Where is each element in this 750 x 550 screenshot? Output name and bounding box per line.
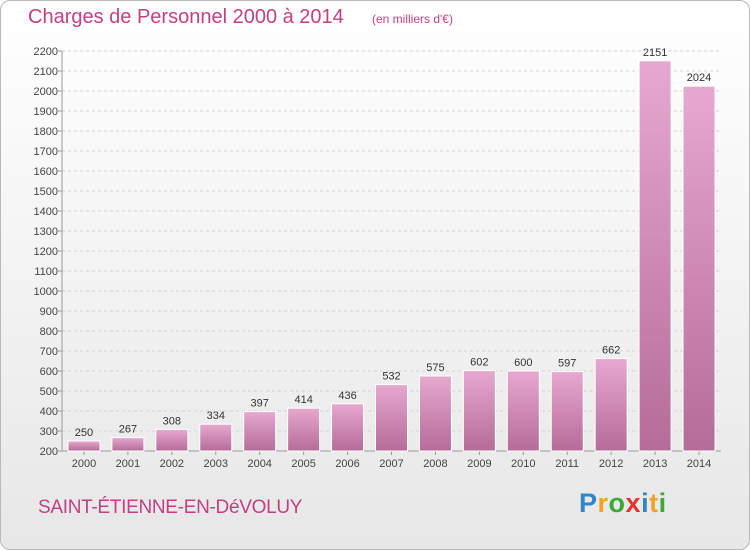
x-tick-label-2003: 2003 <box>204 458 228 470</box>
y-tick-label: 1000 <box>34 286 58 298</box>
x-tick-label-2007: 2007 <box>379 458 403 470</box>
commune-name: SAINT-ÉTIENNE-EN-DéVOLUY <box>38 497 303 518</box>
logo-letter: i <box>641 488 650 518</box>
x-tick-label-2010: 2010 <box>511 458 535 470</box>
x-tick-label-2014: 2014 <box>687 458 711 470</box>
logo-letter: r <box>597 488 609 518</box>
y-tick-label: 1300 <box>34 226 58 238</box>
x-tick-label-2002: 2002 <box>160 458 184 470</box>
x-tick-label-2013: 2013 <box>643 458 667 470</box>
data-label-2008: 575 <box>426 362 444 374</box>
data-label-2005: 414 <box>294 394 312 406</box>
x-tick-label-2004: 2004 <box>247 458 271 470</box>
y-tick-label: 800 <box>40 326 58 338</box>
data-label-2013: 2151 <box>643 47 667 59</box>
data-label-2000: 250 <box>75 427 93 439</box>
logo-letter: o <box>608 488 626 518</box>
bar-2009 <box>462 370 496 452</box>
y-tick-label: 2000 <box>34 86 58 98</box>
y-tick-label: 700 <box>40 346 58 358</box>
data-label-2014: 2024 <box>687 72 711 84</box>
bar-2011 <box>550 371 584 452</box>
data-label-2003: 334 <box>207 410 225 422</box>
data-label-2001: 267 <box>119 424 137 436</box>
x-tick-label-2000: 2000 <box>72 458 96 470</box>
bar-2006 <box>331 403 365 452</box>
gridlines <box>62 50 721 452</box>
bar-2001 <box>111 437 145 452</box>
x-tick-label-2008: 2008 <box>423 458 447 470</box>
y-tick-label: 200 <box>40 446 58 458</box>
data-label-2012: 662 <box>602 345 620 357</box>
data-label-2006: 436 <box>338 390 356 402</box>
bars <box>67 60 716 452</box>
y-tick-label: 500 <box>40 386 58 398</box>
data-label-2004: 397 <box>251 398 269 410</box>
data-label-2002: 308 <box>163 415 181 427</box>
logo-letter: P <box>579 488 598 518</box>
x-tick-label-2011: 2011 <box>555 458 579 470</box>
y-tick-label: 1400 <box>34 206 58 218</box>
y-tick-label: 1100 <box>34 266 58 278</box>
logo-letter: i <box>658 488 667 518</box>
bar-2000 <box>67 440 101 452</box>
x-tick-label-2012: 2012 <box>599 458 623 470</box>
x-tick-label-2009: 2009 <box>467 458 491 470</box>
bar-2012 <box>594 358 628 452</box>
y-tick-label: 600 <box>40 366 58 378</box>
y-tick-label: 1200 <box>34 246 58 258</box>
bar-2007 <box>375 384 408 452</box>
bar-2013 <box>638 60 672 452</box>
labels: 200 300 400 500 600 700 800 900 1000 1100 1200 1300… <box>34 46 712 470</box>
x-tick-label-2006: 2006 <box>335 458 359 470</box>
bar-2002 <box>155 428 189 452</box>
bar-2010 <box>506 370 540 452</box>
x-tick-label-2001: 2001 <box>116 458 140 470</box>
bar-2004 <box>243 411 277 452</box>
y-tick-label: 1700 <box>34 146 58 158</box>
bar-2008 <box>418 375 452 452</box>
y-tick-label: 900 <box>40 306 58 318</box>
bar-2003 <box>199 423 233 452</box>
data-label-2009: 602 <box>470 357 488 369</box>
y-tick-label: 2100 <box>34 66 58 78</box>
data-label-2007: 532 <box>382 371 400 383</box>
y-tick-label: 400 <box>40 406 58 418</box>
proxiti-logo[interactable]: Proxiti <box>579 488 667 519</box>
y-tick-label: 1600 <box>34 166 58 178</box>
bar-2014 <box>682 85 716 452</box>
x-tick-label-2005: 2005 <box>291 458 315 470</box>
y-tick-label: 1500 <box>34 186 58 198</box>
y-tick-label: 2200 <box>34 46 58 58</box>
chart-title: Charges de Personnel 2000 à 2014 <box>28 6 344 28</box>
logo-letter: x <box>625 488 642 518</box>
bar-2005 <box>287 407 321 452</box>
y-tick-label: 1900 <box>34 106 58 118</box>
data-label-2010: 600 <box>514 357 532 369</box>
y-tick-label: 1800 <box>34 126 58 138</box>
logo-letter: t <box>649 488 659 518</box>
y-tick-label: 300 <box>40 426 58 438</box>
data-label-2011: 597 <box>558 358 576 370</box>
chart-unit-note: (en milliers d'€) <box>372 12 453 26</box>
